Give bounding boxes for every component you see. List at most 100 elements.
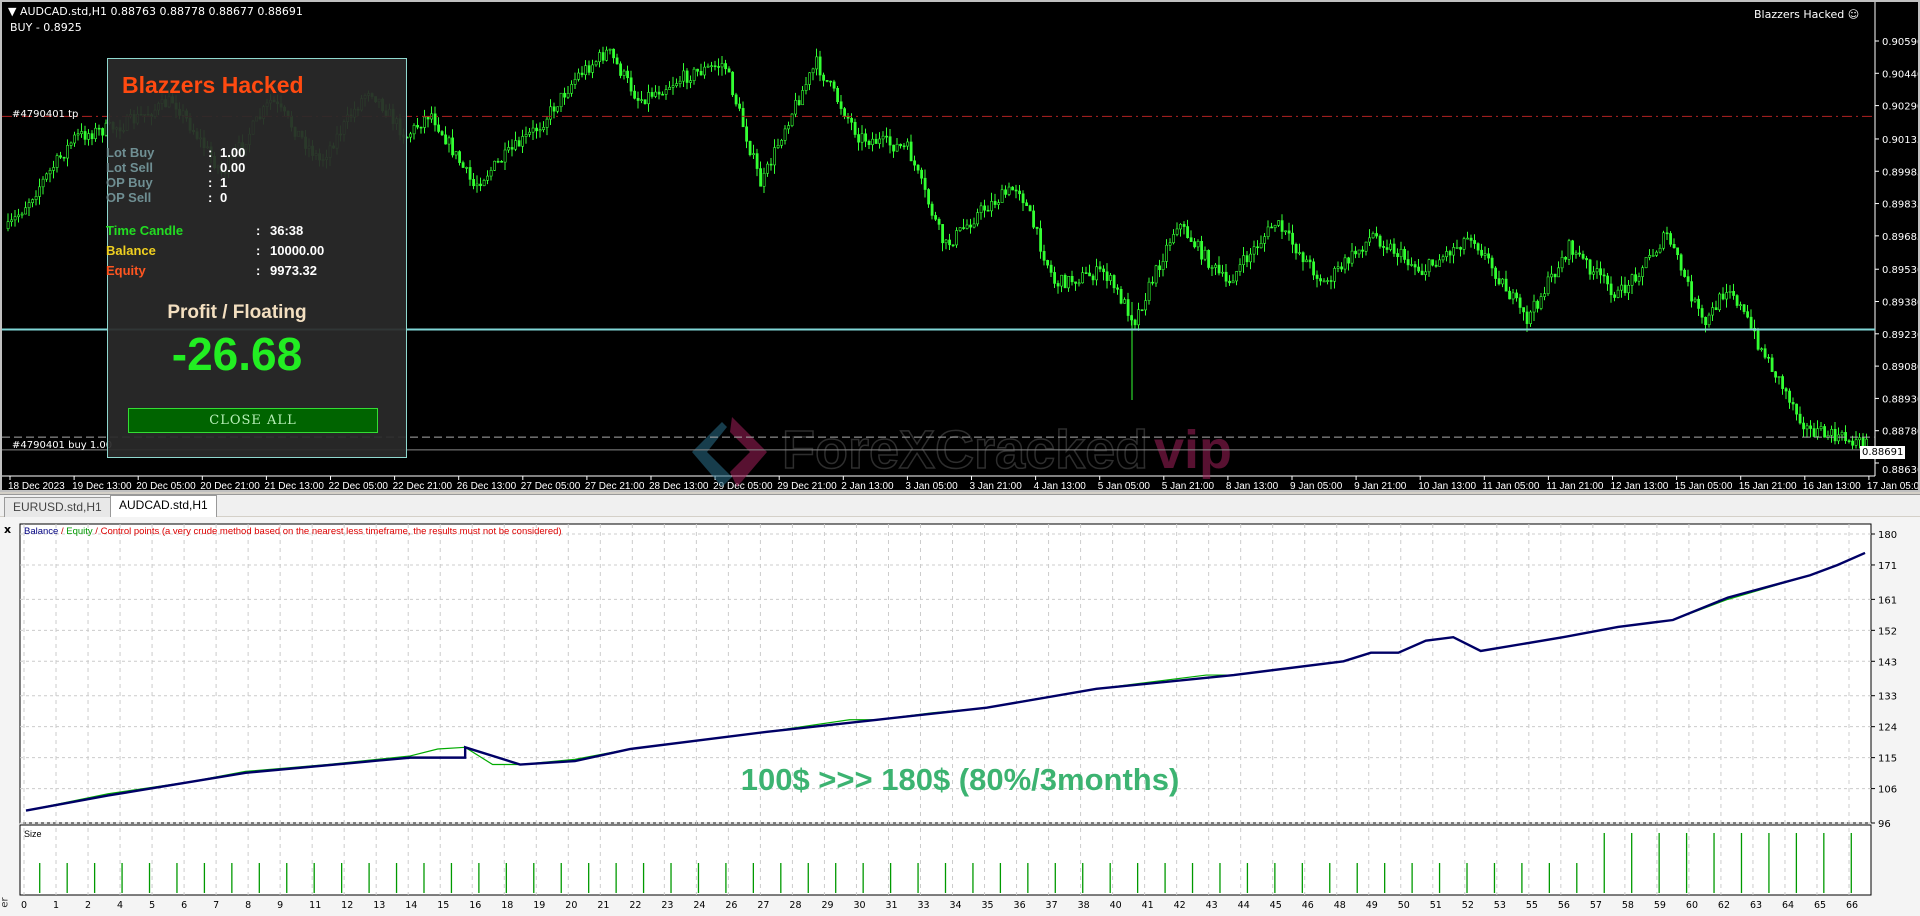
candle-body <box>622 70 626 76</box>
candle-body <box>580 72 584 76</box>
panel-stat-value: 10000.00 <box>270 243 325 258</box>
candle-body <box>1791 402 1795 405</box>
candle-body <box>1431 259 1435 266</box>
candle-body <box>1368 237 1372 243</box>
y-tick-label: 152 <box>1878 626 1897 637</box>
candle-body <box>941 224 945 244</box>
candle-body <box>1784 388 1788 392</box>
candle-body <box>1763 348 1767 358</box>
panel-row-value: 1 <box>220 175 228 190</box>
x-tick-label: 9 <box>277 900 283 911</box>
candle-body <box>577 72 581 80</box>
candle-body <box>1074 281 1078 284</box>
candle-body <box>454 151 458 156</box>
candle-body <box>1277 220 1281 226</box>
profit-floating-label: Profit / Floating <box>167 302 307 323</box>
candle-body <box>1175 228 1179 235</box>
candle-body <box>1858 437 1862 441</box>
time-tick-label: 9 Jan 21:00 <box>1354 481 1407 490</box>
x-tick-label: 30 <box>853 900 865 911</box>
candle-body <box>878 138 882 144</box>
x-tick-label: 65 <box>1814 900 1826 911</box>
candle-body <box>888 136 892 146</box>
candle-body <box>1333 268 1337 282</box>
candle-body <box>871 138 875 145</box>
legend-sep: / <box>58 526 67 537</box>
candle-body <box>1522 307 1526 313</box>
candle-body <box>1371 233 1375 239</box>
candle-body <box>741 108 745 128</box>
candle-body <box>66 145 70 159</box>
candle-body <box>1756 330 1760 350</box>
colon: : <box>256 223 261 238</box>
candle-body <box>1112 275 1116 289</box>
y-tick-label: 143 <box>1878 657 1897 668</box>
time-tick-label: 5 Jan 21:00 <box>1162 481 1215 490</box>
watermark-logo-icon <box>730 417 767 487</box>
panel-row-label: OP Buy <box>106 175 153 190</box>
candle-body <box>1270 226 1274 229</box>
time-tick-label: 5 Jan 05:00 <box>1098 481 1151 490</box>
tab-eurusd[interactable]: EURUSD.std,H1 <box>4 497 111 517</box>
candle-body <box>591 64 595 73</box>
candle-body <box>1823 426 1827 438</box>
close-all-button[interactable]: CLOSE ALL <box>128 408 378 433</box>
time-tick-label: 28 Dec 13:00 <box>649 481 709 490</box>
x-tick-label: 64 <box>1782 900 1794 911</box>
candle-body <box>1343 257 1347 270</box>
price-tick-label: 0.88630 <box>1882 465 1918 476</box>
candle-body <box>1777 376 1781 378</box>
x-tick-label: 57 <box>1590 900 1602 911</box>
y-tick-label: 180 <box>1878 530 1897 541</box>
candle-body <box>27 202 31 209</box>
candle-body <box>895 143 899 152</box>
candle-body <box>769 163 773 166</box>
candle-body <box>1560 256 1564 269</box>
candle-body <box>1438 259 1442 267</box>
candle-body <box>601 52 605 61</box>
candle-body <box>598 52 602 62</box>
candle-body <box>1004 189 1008 195</box>
x-tick-label: 56 <box>1558 900 1570 911</box>
time-tick-label: 26 Dec 13:00 <box>457 481 517 490</box>
candle-body <box>1189 237 1193 242</box>
candle-body <box>1466 237 1470 240</box>
candle-body <box>1280 220 1284 232</box>
candle-body <box>1410 264 1414 266</box>
candle-body <box>34 196 38 200</box>
x-tick-label: 38 <box>1078 900 1090 911</box>
tab-audcad[interactable]: AUDCAD.std,H1 <box>110 495 217 517</box>
dropdown-triangle-icon[interactable]: ▼ <box>8 5 20 18</box>
candle-body <box>853 121 857 135</box>
candle-body <box>1375 233 1379 237</box>
candle-body <box>1056 283 1060 287</box>
candle-body <box>1221 271 1225 274</box>
candle-body <box>1847 440 1851 442</box>
candle-body <box>1427 259 1431 273</box>
candle-body <box>1805 425 1809 430</box>
ea-name-label: Blazzers Hacked ☺ <box>1754 8 1859 21</box>
candle-body <box>1651 255 1655 257</box>
candle-body <box>1403 248 1407 260</box>
x-tick-label: 42 <box>1174 900 1186 911</box>
candle-body <box>850 117 854 123</box>
candle-body <box>804 84 808 91</box>
x-tick-label: 35 <box>982 900 994 911</box>
candle-body <box>1637 276 1641 282</box>
candle-body <box>752 153 756 156</box>
candle-body <box>1476 243 1480 251</box>
candle-body <box>1571 240 1575 255</box>
time-tick-label: 27 Dec 21:00 <box>585 481 645 490</box>
time-tick-label: 21 Dec 13:00 <box>264 481 324 490</box>
close-icon[interactable]: x <box>4 523 12 536</box>
candle-body <box>447 137 451 145</box>
time-tick-label: 2 Jan 13:00 <box>841 481 894 490</box>
candle-body <box>1469 237 1473 241</box>
candle-body <box>1574 252 1578 255</box>
candle-body <box>1007 186 1011 195</box>
candle-body <box>825 80 829 82</box>
